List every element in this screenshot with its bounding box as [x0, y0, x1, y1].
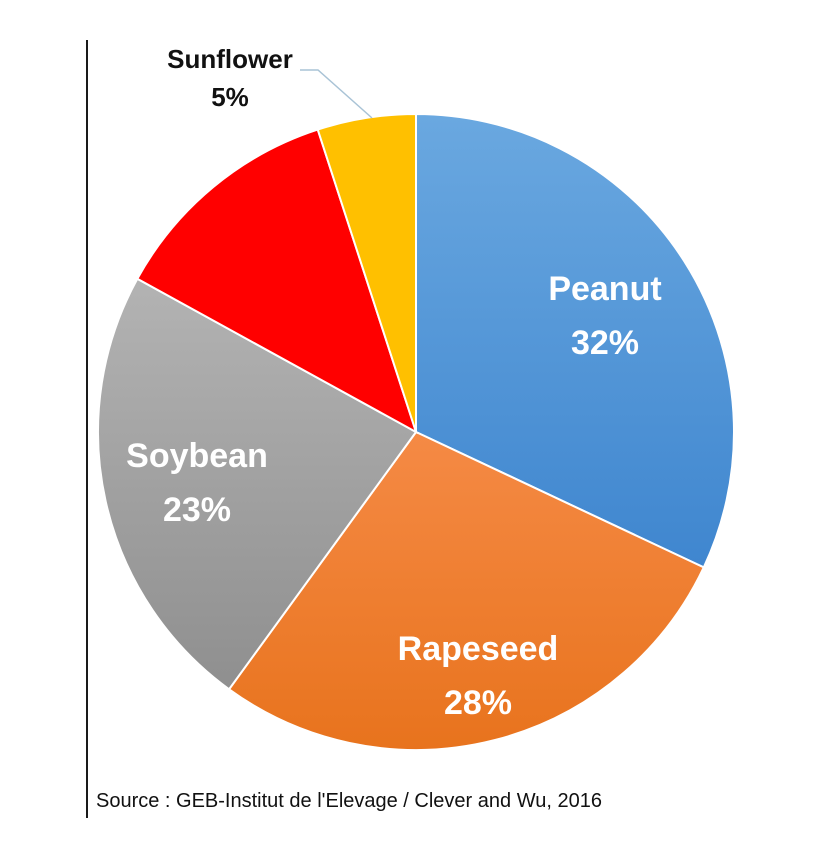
slice-sunflower: [316, 112, 417, 433]
slice-other: [135, 128, 418, 435]
label-peanut-value: 32%: [571, 324, 639, 362]
label-sunflower-value: 5%: [211, 82, 249, 112]
slice-soybean: [97, 277, 418, 691]
label-soybean-value: 23%: [163, 491, 231, 529]
label-rapeseed-value: 28%: [444, 684, 512, 722]
left-axis-line: [86, 40, 88, 818]
slice-peanut: [415, 112, 735, 569]
sunflower-leader-line: [300, 69, 373, 119]
source-note: Source : GEB-Institut de l'Elevage / Cle…: [96, 790, 602, 812]
label-rapeseed-name: Rapeseed: [398, 630, 559, 668]
label-peanut-name: Peanut: [548, 270, 661, 308]
label-soybean-name: Soybean: [126, 437, 268, 475]
slice-rapeseed: [227, 430, 706, 751]
label-sunflower-name: Sunflower: [167, 44, 293, 74]
